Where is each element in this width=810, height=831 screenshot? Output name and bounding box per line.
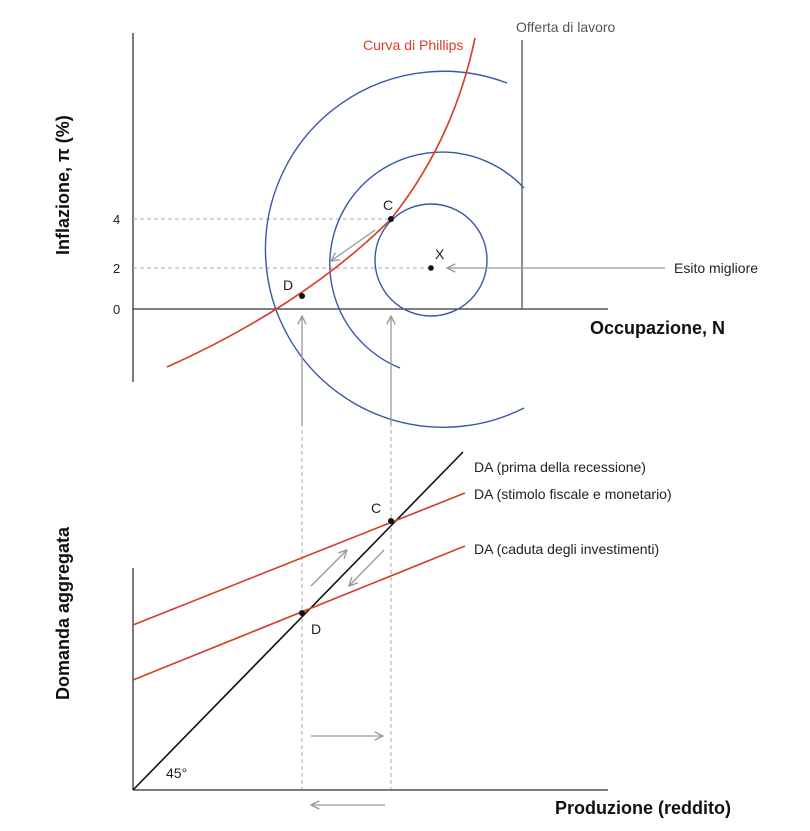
- bottom-y-axis-title: Domanda aggregata: [53, 526, 73, 700]
- indifference-curve-outer: [264, 70, 525, 428]
- line-45-degree: [132, 451, 464, 791]
- phillips-curve: [166, 37, 476, 368]
- ad-stimulus-label: DA (stimolo fiscale e monetario): [474, 486, 672, 502]
- y-tick-2: 2: [113, 261, 120, 276]
- point-x-label: X: [435, 246, 445, 262]
- point-c-bottom: [388, 518, 394, 524]
- point-d-top: [299, 293, 305, 299]
- y-tick-4: 4: [113, 212, 120, 227]
- ad-before-label: DA (prima della recessione): [474, 459, 646, 475]
- arrow-c-to-d: [331, 229, 376, 261]
- ad-stimulus-line: [132, 492, 466, 626]
- point-d-bottom: [299, 610, 305, 616]
- indifference-curve-inner: [374, 203, 488, 317]
- ad-fall-label: DA (caduta degli investimenti): [474, 541, 659, 557]
- arrow-c-to-d-bottom: [349, 549, 385, 586]
- indifference-curve-middle: [329, 151, 525, 369]
- phillips-label: Curva di Phillips: [363, 37, 463, 53]
- point-c-top-label: C: [383, 197, 393, 213]
- arrow-d-to-c: [310, 550, 347, 587]
- point-d-top-label: D: [283, 277, 293, 293]
- point-d-bottom-label: D: [311, 621, 321, 637]
- top-y-axis-title: Inflazione, π (%): [53, 115, 73, 255]
- bottom-panel: 45° DA (prima della recessione) DA (stim…: [53, 451, 731, 818]
- line-45-label: 45°: [166, 765, 187, 781]
- labour-supply-label: Offerta di lavoro: [516, 19, 616, 35]
- point-c-top: [388, 216, 394, 222]
- point-c-bottom-label: C: [371, 500, 381, 516]
- top-panel: 4 2 0 Offerta di lavoro Curva di Phillip…: [53, 19, 758, 428]
- y-tick-0: 0: [113, 302, 120, 317]
- top-x-axis-title: Occupazione, N: [590, 318, 725, 338]
- best-outcome-label: Esito migliore: [674, 260, 758, 276]
- bottom-x-axis-title: Produzione (reddito): [555, 798, 731, 818]
- point-x: [428, 265, 434, 271]
